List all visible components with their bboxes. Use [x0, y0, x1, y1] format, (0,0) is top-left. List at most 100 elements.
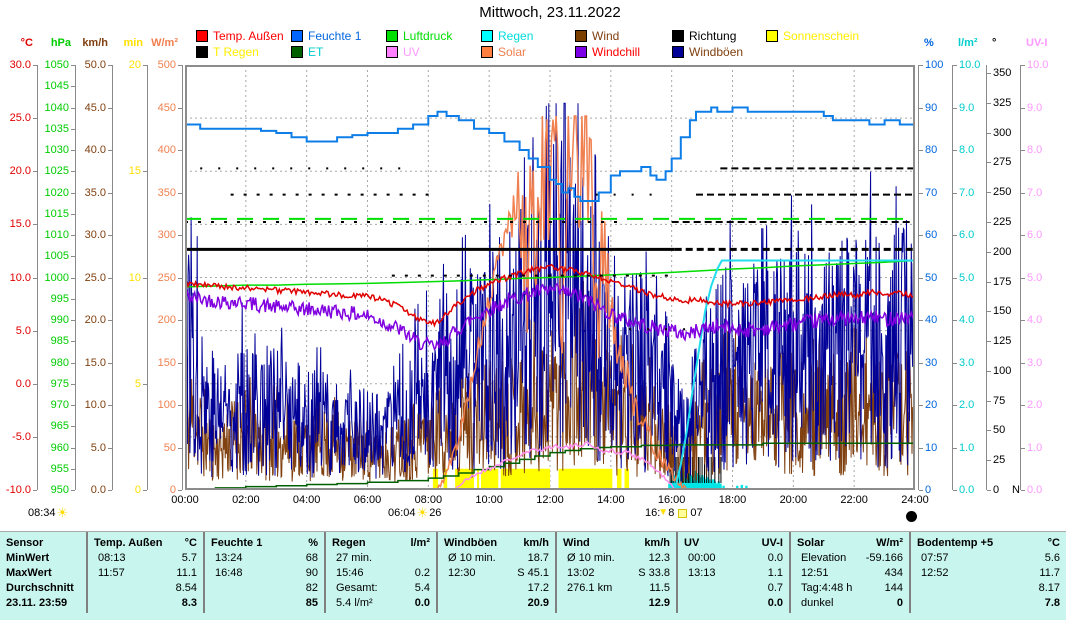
- axis-solar-tick-label: 200: [157, 314, 176, 326]
- table-header-name: Temp. Außen: [94, 537, 163, 549]
- axis-pressure-tick-label: 975: [50, 378, 69, 390]
- axis-direction-tick: [987, 133, 991, 134]
- axis-pressure-tick-label: 1000: [44, 272, 69, 284]
- table-cell-value: 11.5: [649, 582, 670, 594]
- table-cell-label: [444, 596, 448, 611]
- axis-uv-tick-label: 6.0: [1027, 229, 1043, 241]
- table-row-label: 23.11. 23:59: [6, 597, 68, 609]
- table-cell-value: 8.54: [175, 582, 197, 594]
- legend-label: Solar: [498, 44, 527, 59]
- legend-label: Regen: [498, 28, 534, 43]
- table-cell-label: 13:02: [567, 567, 595, 579]
- table-row: 16:48 90: [211, 566, 318, 581]
- table-cell-value: 5.4: [414, 582, 430, 594]
- table-row: 15:46 0.2: [332, 566, 430, 581]
- table-row: 12:30 S 45.1: [444, 566, 549, 581]
- axis-pressure-tick-label: 1025: [44, 165, 69, 177]
- axis-uv-tick-label: 2.0: [1027, 399, 1043, 411]
- axis-solar-tick-label: 250: [157, 272, 176, 284]
- axis-rain-tick: [953, 363, 957, 364]
- rain-bar: [686, 470, 689, 490]
- legend-item-luftdruck: Luftdruck: [386, 29, 452, 43]
- axis-humidity-tick-label: 60: [925, 229, 938, 241]
- axis-humidity-line: [918, 65, 919, 490]
- rain-bar: [719, 483, 722, 490]
- sunset-time-suffix: 8: [668, 507, 675, 519]
- table-cell-label: 276.1 km: [567, 582, 613, 594]
- axis-rain-line: [952, 65, 953, 490]
- axis-pressure-tick: [71, 384, 75, 385]
- table-cell-label: 13:13: [688, 567, 716, 579]
- table-cell-value: 0.2: [414, 567, 430, 579]
- sunshine-bar: [480, 468, 499, 490]
- axis-pressure-tick: [71, 65, 75, 66]
- table-cell-label: 15:46: [336, 567, 364, 579]
- axis-humidity-tick-label: 90: [925, 102, 938, 114]
- rain-bar: [695, 473, 699, 490]
- axis-rain-tick: [953, 405, 957, 406]
- axis-direction-tick: [987, 490, 991, 491]
- axis-pressure-tick: [71, 193, 75, 194]
- axis-windspeed-tick-label: 0.0: [90, 484, 106, 496]
- axis-windspeed-tick-label: 30.0: [84, 229, 106, 241]
- axis-rain-tick: [953, 235, 957, 236]
- axis-temp-tick-label: -10.0: [5, 484, 31, 496]
- axis-pressure-tick: [71, 341, 75, 342]
- table-row: 07:57 5.6: [917, 551, 1060, 566]
- table-header: Regen l/m²: [332, 535, 430, 551]
- table-row: 8.3: [94, 596, 197, 611]
- rain-bar: [702, 477, 706, 490]
- rain-bar: [668, 483, 671, 490]
- table-header-unit: °C: [184, 537, 197, 549]
- legend-swatch-icon: [481, 29, 493, 42]
- axis-uv-tick: [1021, 235, 1025, 236]
- axis-uv-tick-label: 3.0: [1027, 357, 1043, 369]
- legend-label: Temp. Außen: [213, 28, 284, 43]
- axis-uv-tick: [1021, 490, 1025, 491]
- axis-humidity-tick: [919, 448, 923, 449]
- table-header: Windböen km/h: [444, 535, 549, 551]
- table-cell-value: 11.7: [1039, 567, 1060, 579]
- sunset-number: 07: [690, 507, 703, 519]
- legend-swatch-icon: [196, 45, 208, 58]
- axis-rain-tick-label: 7.0: [959, 187, 975, 199]
- legend-label: T Regen: [213, 44, 259, 59]
- table-row: Elevation -59.166: [797, 551, 903, 566]
- time-label-1200: 12:00: [536, 494, 564, 506]
- axis-pressure-tick-label: 1010: [44, 229, 69, 241]
- table-col-temp-au-en: Temp. Außen °C 08:13 5.7 11:57 11.1 8.54 8.3: [86, 532, 203, 614]
- axis-temp-tick: [33, 278, 37, 279]
- axis-sunshine-header: min: [123, 37, 143, 49]
- axis-humidity-tick-label: 50: [925, 272, 938, 284]
- moonrise-time: 06:04: [388, 507, 416, 519]
- legend-item-regen: Regen: [481, 28, 534, 43]
- axis-direction-tick: [987, 401, 991, 402]
- time-label-2000: 20:00: [779, 494, 808, 506]
- table-header: Temp. Außen °C: [94, 535, 197, 551]
- axis-direction-tick: [987, 311, 991, 312]
- axis-pressure-tick: [71, 426, 75, 427]
- series-regen-summe: [673, 259, 915, 491]
- legend-swatch-icon: [575, 29, 587, 42]
- axis-direction-tick: [987, 222, 991, 223]
- axis-direction-tick-label: 0: [993, 484, 1000, 496]
- axis-pressure-tick: [71, 150, 75, 151]
- axis-direction-header: °: [992, 37, 997, 49]
- table-row: 20.9: [444, 596, 549, 611]
- axis-pressure-tick-label: 1015: [44, 208, 69, 220]
- table-col-bodentemp-5: Bodentemp +5 °C 07:57 5.6 12:52 11.7 8.17 7.8: [909, 532, 1066, 614]
- chart-plot-area: [184, 65, 916, 493]
- rain-bar: [710, 481, 713, 490]
- axis-direction-extra-label: N: [1012, 484, 1020, 496]
- time-label-0200: 02:00: [232, 494, 260, 506]
- legend-item-windb-en: Windböen: [672, 45, 743, 59]
- axis-solar-tick: [178, 448, 182, 449]
- axis-uv-tick-label: 10.0: [1027, 59, 1049, 71]
- axis-windspeed-tick: [108, 108, 112, 109]
- axis-rain-tick: [953, 65, 957, 66]
- table-cell-label: Tag:4:48 h: [801, 582, 853, 594]
- axis-sunshine-tick-label: 0: [134, 484, 141, 496]
- axis-direction-tick: [987, 341, 991, 342]
- series-solar: [436, 115, 691, 493]
- axis-pressure-tick: [71, 86, 75, 87]
